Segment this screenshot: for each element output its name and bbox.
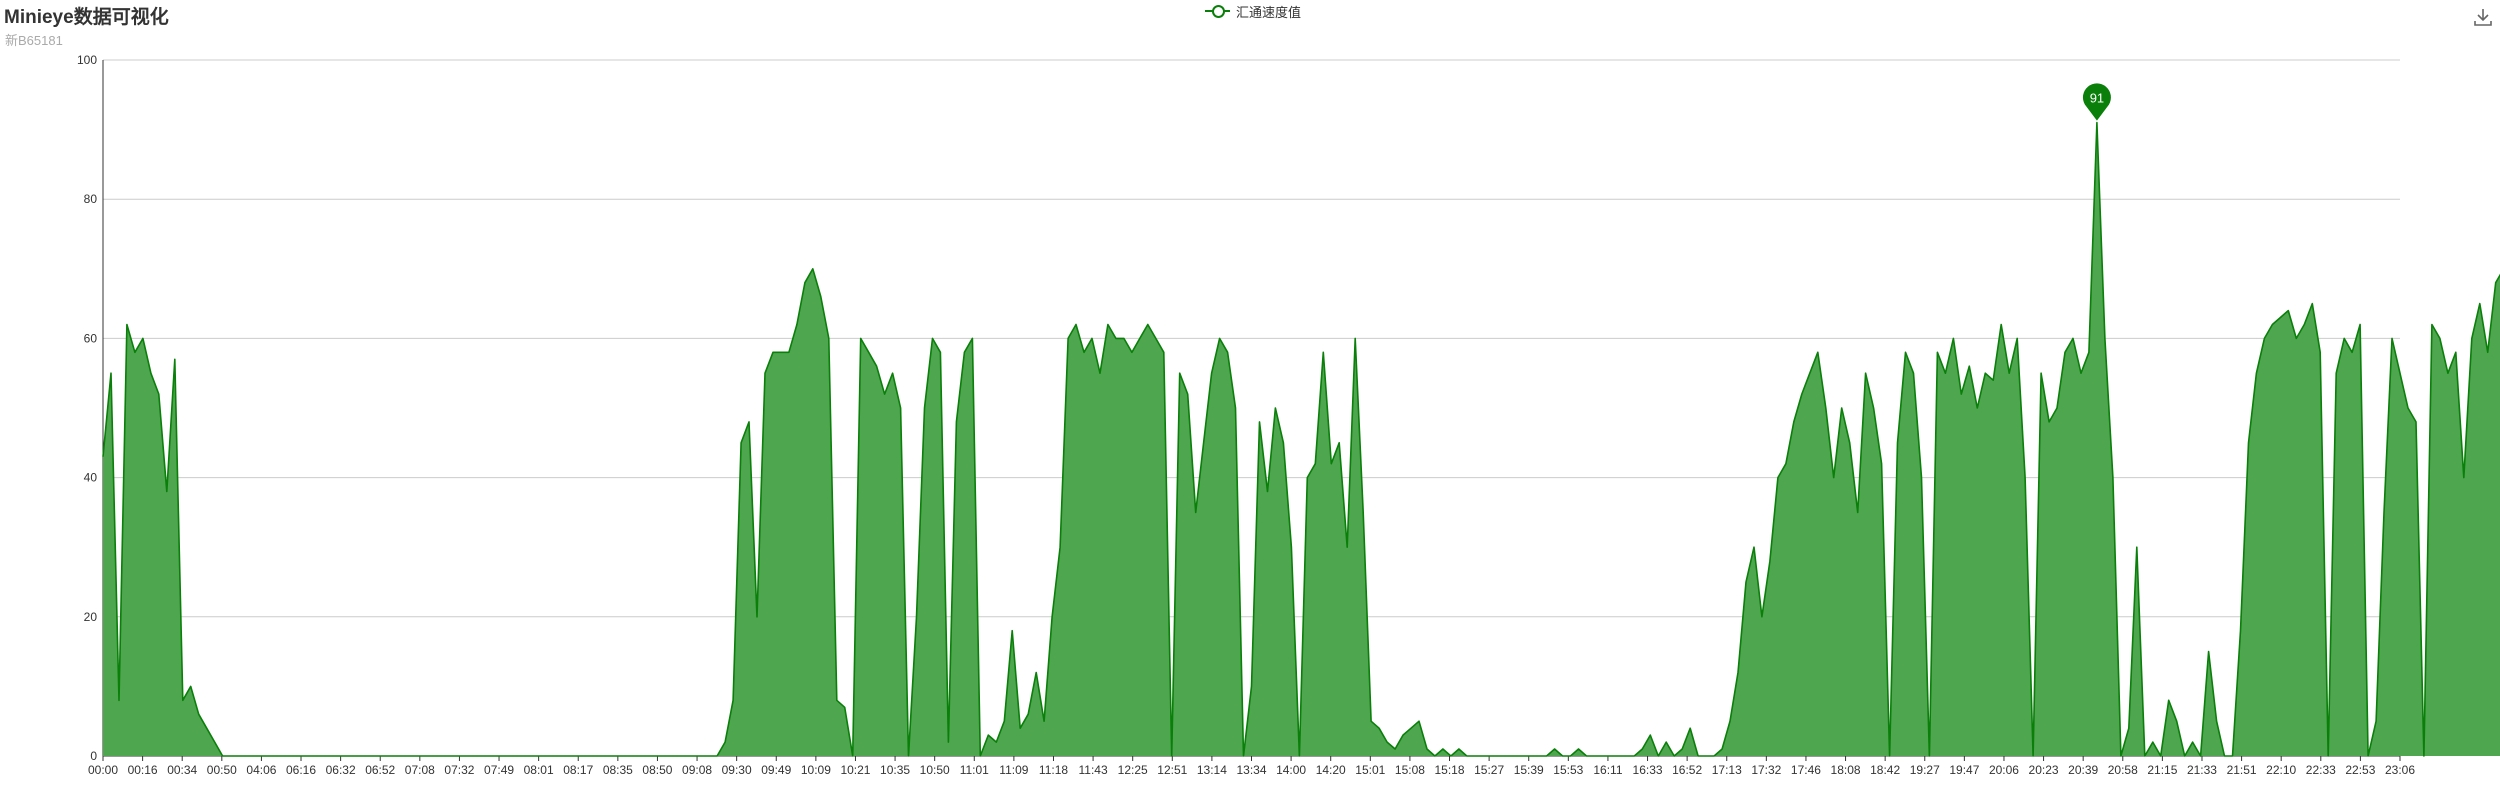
- x-tick-label: 21:33: [2187, 763, 2217, 777]
- x-tick-label: 00:16: [128, 763, 158, 777]
- x-tick-label: 00:00: [88, 763, 118, 777]
- x-tick-label: 08:17: [563, 763, 593, 777]
- x-tick-label: 17:46: [1791, 763, 1821, 777]
- x-tick-label: 18:42: [1870, 763, 1900, 777]
- series-area: [103, 122, 2500, 756]
- x-tick-label: 20:39: [2068, 763, 2098, 777]
- download-icon[interactable]: [2472, 6, 2494, 28]
- x-tick-label: 22:53: [2345, 763, 2375, 777]
- x-tick-label: 20:23: [2029, 763, 2059, 777]
- x-axis: 00:00 00:16 00:34 00:50 04:06 06:16 06:32 06:52…: [88, 755, 2415, 777]
- y-tick-label: 20: [84, 610, 98, 624]
- speed-series: [102, 121, 2500, 757]
- x-tick-label: 11:09: [999, 763, 1028, 777]
- peak-value-label: 91: [2090, 91, 2104, 106]
- x-tick-label: 09:30: [722, 763, 752, 777]
- x-tick-label: 15:01: [1355, 763, 1385, 777]
- x-tick-label: 22:10: [2266, 763, 2296, 777]
- peak-marker[interactable]: 91: [2082, 83, 2111, 121]
- x-tick-label: 16:11: [1593, 763, 1622, 777]
- x-tick-label: 10:35: [880, 763, 910, 777]
- y-tick-label: 80: [84, 192, 98, 206]
- x-tick-label: 14:20: [1316, 763, 1346, 777]
- x-tick-label: 08:35: [603, 763, 633, 777]
- legend-item-speed[interactable]: 汇通速度值: [1205, 2, 1301, 20]
- x-tick-label: 15:53: [1553, 763, 1583, 777]
- x-tick-label: 13:34: [1236, 763, 1266, 777]
- x-tick-label: 23:06: [2385, 763, 2415, 777]
- x-tick-label: 16:33: [1633, 763, 1663, 777]
- peak-pin-icon[interactable]: [2082, 83, 2111, 121]
- x-tick-label: 17:13: [1712, 763, 1742, 777]
- x-tick-label: 20:58: [2108, 763, 2138, 777]
- x-tick-label: 10:21: [840, 763, 870, 777]
- x-tick-label: 07:08: [405, 763, 435, 777]
- legend-label: 汇通速度值: [1236, 4, 1302, 20]
- x-tick-label: 19:47: [1949, 763, 1979, 777]
- x-tick-label: 06:16: [286, 763, 316, 777]
- x-tick-label: 06:32: [326, 763, 356, 777]
- x-tick-label: 00:34: [167, 763, 197, 777]
- x-tick-label: 07:49: [484, 763, 514, 777]
- x-tick-label: 18:08: [1831, 763, 1861, 777]
- x-tick-label: 15:27: [1474, 763, 1504, 777]
- x-tick-label: 11:01: [960, 763, 989, 777]
- x-tick-label: 08:01: [524, 763, 554, 777]
- y-tick-label: 60: [84, 331, 98, 345]
- x-tick-label: 10:50: [920, 763, 950, 777]
- x-tick-label: 12:51: [1157, 763, 1187, 777]
- x-tick-label: 20:06: [1989, 763, 2019, 777]
- x-tick-label: 15:18: [1435, 763, 1465, 777]
- x-tick-label: 09:08: [682, 763, 712, 777]
- x-tick-label: 14:00: [1276, 763, 1306, 777]
- y-tick-label: 40: [84, 471, 98, 485]
- x-tick-label: 21:51: [2227, 763, 2257, 777]
- x-tick-label: 10:09: [801, 763, 831, 777]
- x-tick-label: 22:33: [2306, 763, 2336, 777]
- chart-title: Minieye数据可视化: [4, 7, 169, 28]
- x-tick-label: 11:43: [1079, 763, 1108, 777]
- x-tick-label: 08:50: [642, 763, 672, 777]
- chart-subtitle: 新B65181: [5, 33, 63, 48]
- x-tick-label: 16:52: [1672, 763, 1702, 777]
- x-tick-label: 21:15: [2147, 763, 2177, 777]
- x-tick-label: 04:06: [246, 763, 276, 777]
- legend-line-circle-icon: [1205, 4, 1230, 18]
- x-tick-label: 06:52: [365, 763, 395, 777]
- x-tick-label: 17:32: [1751, 763, 1781, 777]
- y-tick-label: 0: [90, 749, 97, 763]
- y-tick-label: 100: [77, 53, 97, 67]
- x-tick-label: 13:14: [1197, 763, 1227, 777]
- x-tick-label: 19:27: [1910, 763, 1940, 777]
- x-tick-label: 11:18: [1039, 763, 1068, 777]
- series-line: [102, 121, 2500, 757]
- x-tick-label: 07:32: [444, 763, 474, 777]
- x-tick-label: 12:25: [1118, 763, 1148, 777]
- x-tick-label: 00:50: [207, 763, 237, 777]
- y-axis: 0 20 40 60 80 100: [77, 53, 104, 763]
- x-tick-label: 09:49: [761, 763, 791, 777]
- x-tick-label: 15:08: [1395, 763, 1425, 777]
- x-tick-label: 15:39: [1514, 763, 1544, 777]
